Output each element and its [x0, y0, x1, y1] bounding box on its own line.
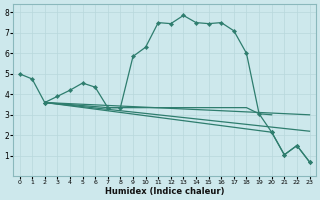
X-axis label: Humidex (Indice chaleur): Humidex (Indice chaleur) [105, 187, 224, 196]
